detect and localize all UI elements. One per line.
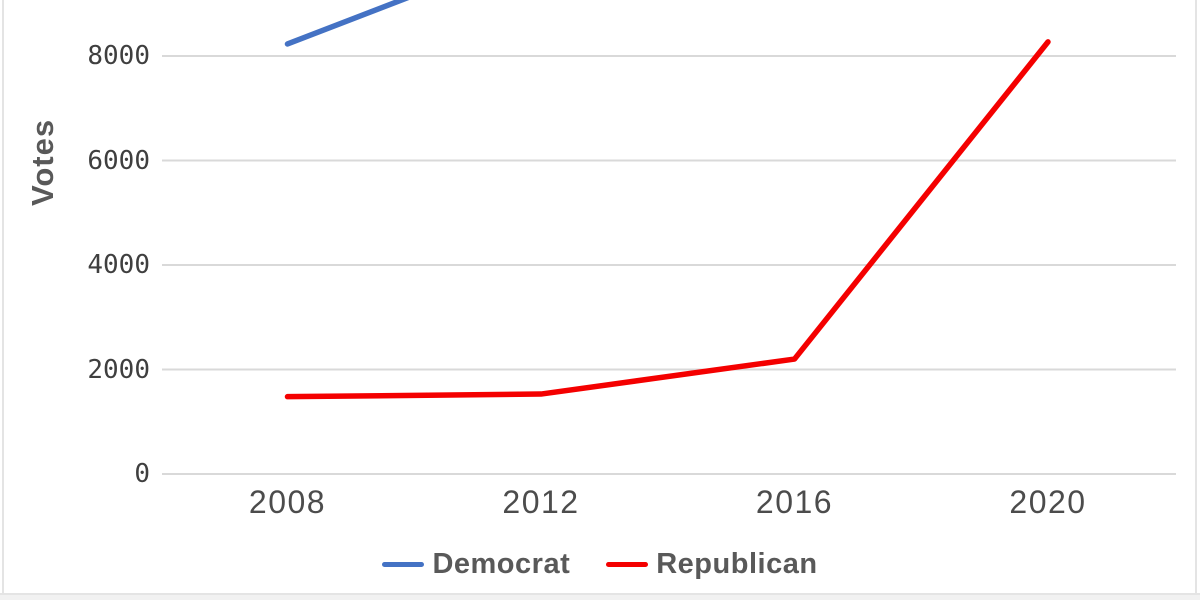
y-tick-label-8000: 8000: [87, 41, 150, 71]
legend-line-swatch-icon: [382, 562, 425, 567]
chart-legend: Democrat Republican: [0, 548, 1200, 581]
y-tick-label-6000: 6000: [87, 145, 150, 176]
x-tick-label-2008: 2008: [248, 484, 327, 520]
series-line-republican: [284, 39, 1051, 400]
legend-label: Democrat: [432, 548, 571, 580]
y-tick-label-4000: 4000: [87, 250, 150, 280]
panel-left-border: [2, 0, 4, 594]
series-line-democrat: [284, 0, 410, 47]
panel-footer-strip: [0, 595, 1200, 600]
legend-item-republican[interactable]: Republican: [606, 548, 817, 581]
legend-line-swatch-icon: [606, 562, 649, 567]
x-tick-label-2016: 2016: [755, 484, 834, 520]
x-tick-label-2012: 2012: [502, 484, 580, 520]
y-tick-label-0: 0: [134, 459, 150, 489]
legend-label: Republican: [656, 548, 818, 580]
x-tick-label-2020: 2020: [1009, 484, 1087, 520]
panel-bottom-border: [0, 593, 1200, 595]
panel-right-border: [1195, 0, 1197, 594]
y-tick-label-2000: 2000: [87, 354, 150, 385]
legend-item-democrat[interactable]: Democrat: [382, 548, 570, 581]
